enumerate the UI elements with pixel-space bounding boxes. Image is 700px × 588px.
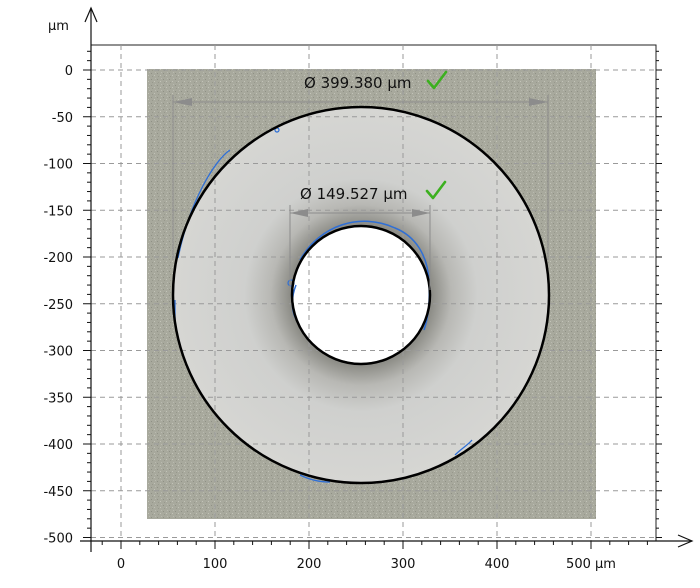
x-tick-label: 100	[203, 557, 228, 572]
y-tick-label: -350	[43, 391, 73, 406]
y-tick-label: -450	[43, 485, 73, 500]
checkmark-icon	[425, 180, 447, 200]
x-axis	[80, 534, 694, 548]
y-tick-label: -250	[43, 298, 73, 313]
y-tick-label: -300	[43, 345, 73, 360]
y-tick-label: -50	[52, 111, 73, 126]
outer-diameter-label: Ø 399.380 µm	[304, 74, 412, 92]
y-tick-label: -150	[43, 204, 73, 219]
y-tick-label: -200	[43, 251, 73, 266]
outer-edge-trace	[174, 149, 473, 483]
x-tick-label: 500 µm	[566, 557, 616, 572]
y-tick-label: -100	[43, 158, 73, 173]
inner-dimension-line	[289, 205, 431, 290]
x-tick-label: 0	[117, 557, 125, 572]
grid-horizontal	[91, 69, 656, 538]
x-tick-label: 300	[391, 557, 416, 572]
y-axis-unit-label: µm	[48, 19, 69, 34]
checkmark-icon	[426, 70, 448, 90]
y-tick-label: -400	[43, 438, 73, 453]
inner-fitted-circle	[290, 224, 432, 366]
y-tick-label: 0	[65, 64, 73, 79]
outer-fitted-circle	[171, 105, 551, 485]
grid-vertical	[120, 45, 592, 541]
x-axis-ticks: 0 100 200 300 400 500 µm	[101, 541, 648, 572]
y-axis-ticks: 0 -50 -100 -150 -200 -250 -300 -350 -400 -450 -500	[43, 50, 662, 547]
y-axis	[84, 6, 98, 552]
y-tick-label: -500	[43, 532, 73, 547]
inner-diameter-label: Ø 149.527 µm	[300, 185, 408, 203]
outer-dimension-line	[172, 95, 549, 260]
x-tick-label: 200	[297, 557, 322, 572]
x-tick-label: 400	[485, 557, 510, 572]
inner-hole	[292, 225, 430, 363]
